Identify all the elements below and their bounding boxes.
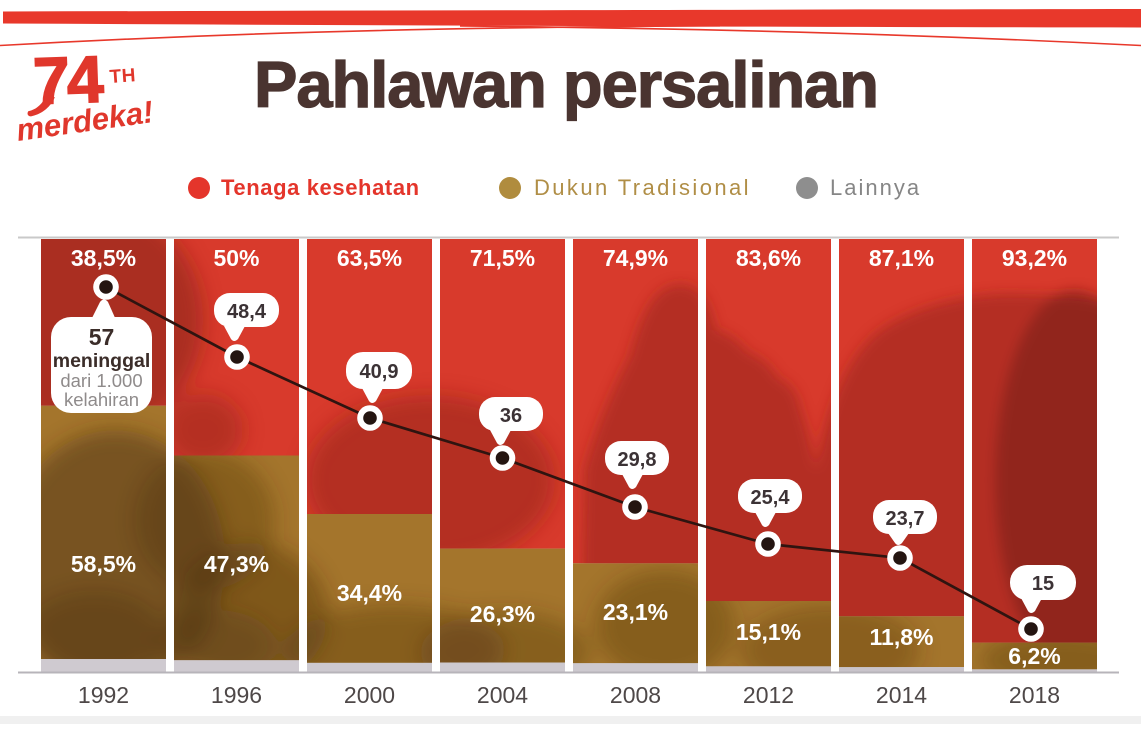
svg-text:2008: 2008: [610, 682, 661, 708]
svg-text:47,3%: 47,3%: [204, 551, 269, 577]
svg-text:40,9: 40,9: [360, 361, 399, 383]
svg-text:11,8%: 11,8%: [870, 624, 934, 650]
svg-text:25,4: 25,4: [751, 487, 791, 509]
svg-text:23,7: 23,7: [886, 508, 925, 530]
svg-text:2000: 2000: [344, 682, 395, 708]
svg-text:Tenaga kesehatan: Tenaga kesehatan: [221, 175, 420, 200]
svg-text:48,4: 48,4: [227, 301, 267, 323]
svg-text:57: 57: [89, 324, 115, 350]
svg-text:93,2%: 93,2%: [1002, 245, 1067, 271]
svg-text:1992: 1992: [78, 682, 129, 708]
svg-text:74,9%: 74,9%: [603, 245, 668, 271]
svg-text:71,5%: 71,5%: [470, 245, 535, 271]
svg-text:15: 15: [1032, 573, 1054, 595]
svg-text:2014: 2014: [876, 682, 927, 708]
svg-text:23,1%: 23,1%: [603, 599, 668, 625]
svg-text:63,5%: 63,5%: [337, 245, 402, 271]
svg-text:83,6%: 83,6%: [736, 245, 801, 271]
svg-text:36: 36: [500, 405, 522, 427]
svg-text:87,1%: 87,1%: [869, 245, 934, 271]
svg-text:15,1%: 15,1%: [736, 619, 801, 645]
svg-text:50%: 50%: [213, 245, 259, 271]
svg-text:TH: TH: [109, 65, 137, 88]
svg-text:26,3%: 26,3%: [470, 601, 535, 627]
svg-text:dari 1.000: dari 1.000: [60, 370, 142, 391]
svg-text:Lainnya: Lainnya: [830, 175, 921, 200]
svg-text:2012: 2012: [743, 682, 794, 708]
svg-text:kelahiran: kelahiran: [64, 389, 139, 410]
svg-text:1996: 1996: [211, 682, 262, 708]
svg-text:6,2%: 6,2%: [1008, 643, 1060, 669]
svg-text:29,8: 29,8: [618, 449, 657, 471]
svg-text:2018: 2018: [1009, 682, 1060, 708]
svg-text:2004: 2004: [477, 682, 528, 708]
svg-text:38,5%: 38,5%: [71, 245, 136, 271]
svg-text:58,5%: 58,5%: [71, 551, 136, 577]
svg-text:34,4%: 34,4%: [337, 580, 402, 606]
svg-text:meninggal: meninggal: [53, 350, 151, 372]
svg-text:Dukun Tradisional: Dukun Tradisional: [534, 175, 751, 200]
svg-text:Pahlawan persalinan: Pahlawan persalinan: [254, 48, 878, 121]
